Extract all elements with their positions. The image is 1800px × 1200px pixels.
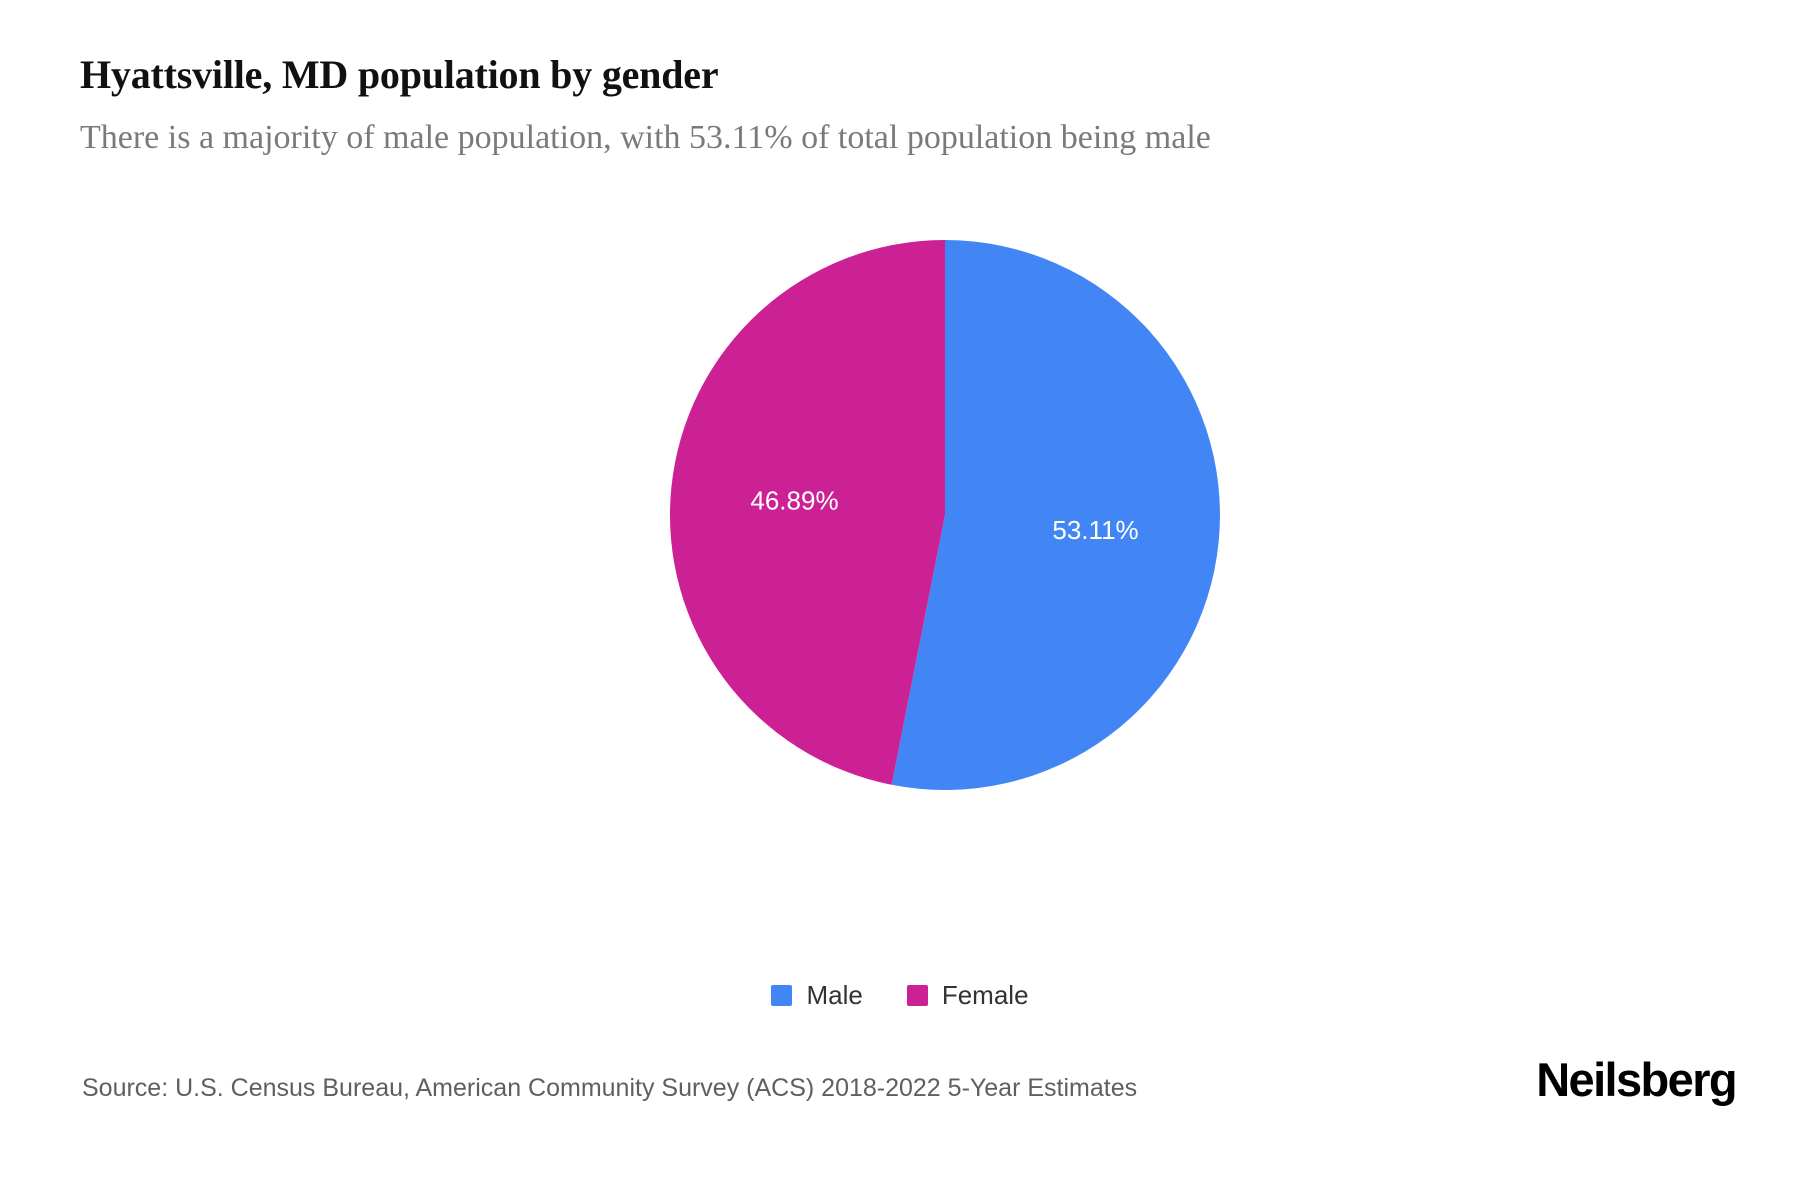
source-note: Source: U.S. Census Bureau, American Com… [82,1074,1138,1102]
pie-label-male: 53.11% [1052,515,1138,545]
legend-swatch-female-icon [906,984,928,1006]
chart-subtitle: There is a majority of male population, … [80,119,1211,156]
pie-label-female: 46.89% [750,485,838,515]
brand-logo: Neilsberg [1536,1053,1737,1106]
legend-item-female[interactable]: Female [906,980,1029,1010]
page-title: Hyattsville, MD population by gender [80,52,719,97]
legend-label-female: Female [941,980,1029,1010]
pie-slice-male[interactable] [891,240,1220,790]
chart-legend: Male Female [0,982,1800,1008]
legend-item-male[interactable]: Male [771,980,863,1010]
legend-label-male: Male [806,980,863,1010]
legend-swatch-male-icon [771,984,793,1006]
pie-slice-female[interactable] [669,239,945,785]
pie-chart: 53.11% 46.89% [669,239,1220,790]
